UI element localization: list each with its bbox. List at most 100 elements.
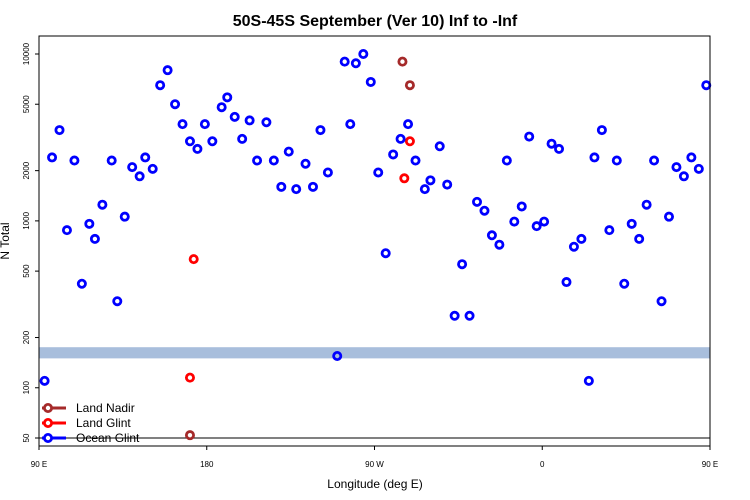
- ocean-glint-point: [134, 171, 145, 182]
- ocean-glint-point: [162, 65, 173, 76]
- ocean-glint-point: [516, 201, 527, 212]
- ocean-glint-point: [509, 216, 520, 227]
- ocean-glint-point: [701, 80, 712, 91]
- ocean-glint-point: [539, 216, 550, 227]
- ocean-glint-point: [350, 58, 361, 69]
- ocean-glint-point: [449, 310, 460, 321]
- ocean-glint-point: [345, 119, 356, 130]
- ocean-glint-point: [589, 152, 600, 163]
- ocean-glint-point: [479, 205, 490, 216]
- ocean-glint-point: [207, 136, 218, 147]
- ocean-glint-point: [177, 119, 188, 130]
- chart-title: 50S-45S September (Ver 10) Inf to -Inf: [233, 13, 518, 30]
- ocean-glint-point: [501, 155, 512, 166]
- ocean-glint-point: [663, 211, 674, 222]
- ocean-glint-point: [583, 375, 594, 386]
- plot-frame: [38, 35, 711, 447]
- x-tick-label: 90 W: [365, 460, 384, 469]
- ocean-glint-point: [315, 125, 326, 136]
- land-nadir-point: [184, 430, 195, 441]
- ocean-glint-point: [634, 233, 645, 244]
- y-axis-label: N Total: [0, 222, 12, 259]
- ocean-glint-point: [693, 163, 704, 174]
- ocean-glint-point: [244, 115, 255, 126]
- ocean-glint-point: [611, 155, 622, 166]
- y-tick-label: 10000: [22, 42, 31, 65]
- ocean-glint-point: [649, 155, 660, 166]
- land-nadir-point: [397, 56, 408, 67]
- ocean-glint-point: [568, 241, 579, 252]
- ocean-glint-point: [380, 248, 391, 259]
- ocean-glint-point: [84, 218, 95, 229]
- ocean-glint-point: [89, 233, 100, 244]
- ocean-glint-point: [554, 143, 565, 154]
- ocean-glint-point: [291, 184, 302, 195]
- x-axis: 90 E 180 90 W 0 90 E: [31, 446, 718, 469]
- ocean-glint-point: [561, 277, 572, 288]
- ocean-glint-point: [486, 230, 497, 241]
- ocean-glint-point: [671, 162, 682, 173]
- y-tick-label: 50: [22, 433, 31, 442]
- legend-marker: [43, 417, 54, 428]
- ocean-glint-point: [686, 152, 697, 163]
- x-tick-label: 90 E: [31, 460, 47, 469]
- x-tick-label: 0: [540, 460, 545, 469]
- ocean-glint-point: [596, 125, 607, 136]
- ocean-glint-point: [641, 199, 652, 210]
- plot-band: [39, 347, 710, 359]
- ocean-glint-point: [395, 133, 406, 144]
- x-axis-label: Longitude (deg E): [327, 477, 422, 491]
- x-tick-label: 90 E: [702, 460, 718, 469]
- ocean-glint-point: [365, 76, 376, 87]
- points-layer: [39, 49, 712, 441]
- ocean-glint-point: [332, 351, 343, 362]
- ocean-glint-point: [112, 296, 123, 307]
- ocean-glint-point: [147, 163, 158, 174]
- land-nadir-point: [404, 80, 415, 91]
- ocean-glint-point: [388, 149, 399, 160]
- ocean-glint-point: [442, 179, 453, 190]
- y-tick-label: 2000: [22, 161, 31, 179]
- legend-label: Land Nadir: [76, 401, 135, 415]
- ocean-glint-point: [47, 152, 58, 163]
- ocean-glint-point: [237, 133, 248, 144]
- y-tick-label: 500: [22, 264, 31, 278]
- ocean-glint-point: [283, 146, 294, 157]
- ocean-glint-point: [457, 259, 468, 270]
- ocean-glint-point: [61, 225, 72, 236]
- ocean-glint-point: [276, 181, 287, 192]
- ocean-glint-point: [106, 155, 117, 166]
- ocean-glint-point: [678, 171, 689, 182]
- ocean-glint-point: [300, 158, 311, 169]
- ocean-glint-point: [184, 136, 195, 147]
- ocean-glint-point: [69, 155, 80, 166]
- x-tick-label: 180: [200, 460, 214, 469]
- ocean-glint-point: [419, 184, 430, 195]
- legend-marker: [43, 432, 54, 443]
- ocean-glint-point: [339, 56, 350, 67]
- ocean-glint-point: [76, 278, 87, 289]
- ocean-glint-point: [252, 155, 263, 166]
- land-glint-point: [184, 372, 195, 383]
- land-glint-point: [399, 173, 410, 184]
- ocean-glint-point: [373, 167, 384, 178]
- ocean-glint-point: [119, 211, 130, 222]
- y-tick-label: 200: [22, 330, 31, 344]
- ocean-glint-point: [472, 196, 483, 207]
- ocean-glint-point: [403, 119, 414, 130]
- land-glint-point: [188, 254, 199, 265]
- legend-label: Ocean Glint: [76, 431, 140, 445]
- legend-label: Land Glint: [76, 416, 131, 430]
- ocean-glint-point: [222, 92, 233, 103]
- ocean-glint-point: [307, 181, 318, 192]
- ocean-glint-point: [140, 152, 151, 163]
- ocean-glint-point: [39, 375, 50, 386]
- ocean-glint-point: [155, 80, 166, 91]
- ocean-glint-point: [54, 125, 65, 136]
- ocean-glint-point: [358, 49, 369, 60]
- ocean-glint-point: [268, 155, 279, 166]
- ocean-glint-point: [604, 225, 615, 236]
- ocean-glint-point: [576, 233, 587, 244]
